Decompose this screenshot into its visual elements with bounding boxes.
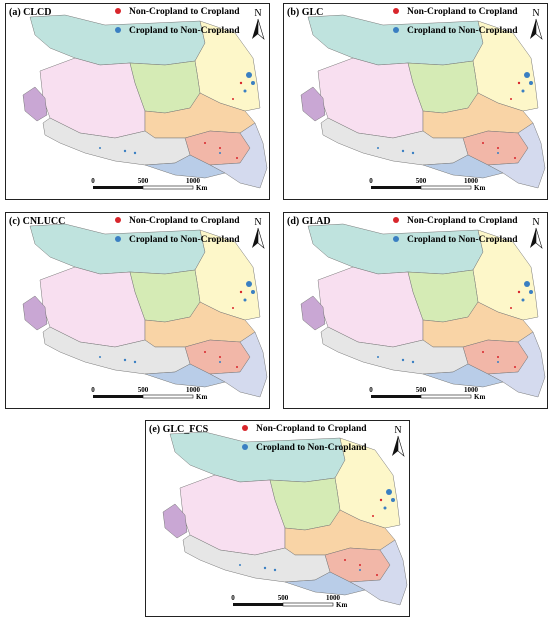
legend-marker xyxy=(115,27,121,33)
north-label: N xyxy=(394,425,401,436)
scale-label: 0 xyxy=(369,177,373,185)
legend-marker xyxy=(115,8,121,14)
north-arrow xyxy=(392,436,398,456)
legend-marker xyxy=(242,425,248,431)
north-arrow xyxy=(252,228,258,248)
legend-label: Non-Cropland to Cropland xyxy=(129,7,240,17)
north-arrow xyxy=(535,18,543,40)
legend-label: Non-Cropland to Cropland xyxy=(407,7,518,17)
map-panel: (a) CLCD Non-Cropland to Cropland Cropland… xyxy=(5,3,270,200)
legend-label: Cropland to Non-Cropland xyxy=(129,26,240,36)
panel-label: (b) GLC xyxy=(287,7,323,18)
scale-bar xyxy=(233,603,283,606)
scale-label: 500 xyxy=(278,594,289,602)
scale-label: 1000 xyxy=(186,177,201,185)
scale-bar xyxy=(371,186,421,189)
panel-label: (c) CNLUCC xyxy=(9,216,65,227)
scale-bar xyxy=(93,395,143,398)
scale-label: 500 xyxy=(416,177,427,185)
legend-marker xyxy=(393,217,399,223)
scale-bar xyxy=(371,395,421,398)
scale-label: 500 xyxy=(138,177,149,185)
map-panel: (c) CNLUCC Non-Cropland to Cropland Cropla… xyxy=(5,212,270,409)
scale-label: 1000 xyxy=(326,594,341,602)
north-arrow xyxy=(257,227,265,249)
scale-bar xyxy=(420,394,472,399)
scale-label: 0 xyxy=(91,177,95,185)
legend-label: Cropland to Non-Cropland xyxy=(129,235,240,245)
scale-unit: Km xyxy=(196,184,207,192)
scale-label: 0 xyxy=(91,386,95,394)
scale-unit: Km xyxy=(196,393,207,401)
map-panel: (d) GLAD Non-Cropland to Cropland Cropland… xyxy=(283,212,548,409)
scale-unit: Km xyxy=(336,601,347,609)
scale-bar xyxy=(142,185,194,190)
legend-marker xyxy=(393,8,399,14)
legend-marker xyxy=(393,27,399,33)
legend-label: Cropland to Non-Cropland xyxy=(407,235,518,245)
scale-label: 0 xyxy=(231,594,235,602)
north-label: N xyxy=(532,8,539,19)
panel-label: (e) GLC_FCS xyxy=(149,424,209,435)
scale-label: 0 xyxy=(369,386,373,394)
north-label: N xyxy=(254,217,261,228)
scale-bar xyxy=(142,394,194,399)
scale-bar xyxy=(282,602,334,607)
scale-label: 500 xyxy=(138,386,149,394)
north-arrow xyxy=(530,228,536,248)
scale-label: 500 xyxy=(416,386,427,394)
scale-label: 1000 xyxy=(464,386,479,394)
north-arrow xyxy=(257,18,265,40)
legend-marker xyxy=(393,236,399,242)
legend-marker xyxy=(242,444,248,450)
legend-marker xyxy=(115,217,121,223)
map-panel: (b) GLC Non-Cropland to Cropland Cropland … xyxy=(283,3,548,200)
legend-marker xyxy=(115,236,121,242)
scale-unit: Km xyxy=(474,184,485,192)
north-arrow xyxy=(530,19,536,39)
legend-label: Cropland to Non-Cropland xyxy=(256,443,367,453)
legend-label: Cropland to Non-Cropland xyxy=(407,26,518,36)
scale-bar xyxy=(93,186,143,189)
panel-label: (a) CLCD xyxy=(9,7,52,18)
north-arrow xyxy=(397,435,405,457)
legend-label: Non-Cropland to Cropland xyxy=(256,424,367,434)
legend-label: Non-Cropland to Cropland xyxy=(407,216,518,226)
scale-label: 1000 xyxy=(464,177,479,185)
scale-bar xyxy=(420,185,472,190)
scale-label: 1000 xyxy=(186,386,201,394)
scale-unit: Km xyxy=(474,393,485,401)
north-arrow xyxy=(252,19,258,39)
north-label: N xyxy=(254,8,261,19)
map-panel: (e) GLC_FCS Non-Cropland to Cropland Cropl… xyxy=(145,420,410,617)
north-label: N xyxy=(532,217,539,228)
legend-label: Non-Cropland to Cropland xyxy=(129,216,240,226)
panel-label: (d) GLAD xyxy=(287,216,331,227)
north-arrow xyxy=(535,227,543,249)
